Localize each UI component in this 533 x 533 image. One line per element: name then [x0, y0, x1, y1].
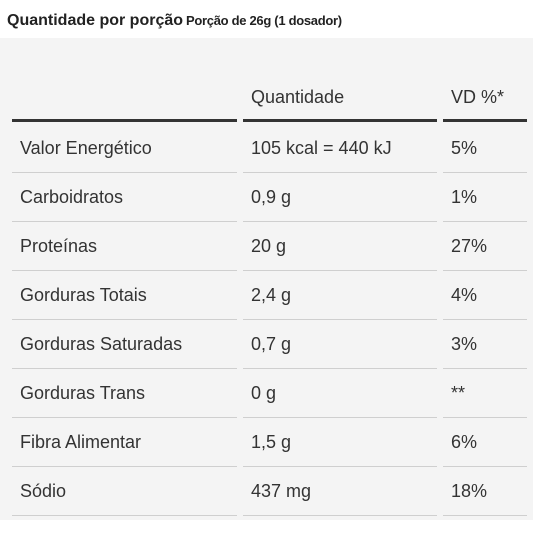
- header-rule: [12, 119, 237, 122]
- column-header: Quantidade: [251, 87, 345, 107]
- row-rule: [443, 417, 527, 418]
- row-rule: [443, 368, 527, 369]
- header-rule: [443, 119, 527, 122]
- row-rule: [243, 172, 437, 173]
- row-rule: [12, 368, 237, 369]
- nutrient: Gorduras Totais: [20, 285, 147, 305]
- amount: 20 g: [251, 236, 287, 256]
- row-rule: [12, 319, 237, 320]
- nutrient: Gorduras Saturadas: [20, 334, 183, 354]
- row-rule: [12, 466, 237, 467]
- row-rule: [12, 417, 237, 418]
- row-rule: [12, 515, 237, 516]
- title: Quantidade por porção: [7, 12, 184, 29]
- row-rule: [443, 515, 527, 516]
- nutrient: Valor Energético: [20, 138, 152, 158]
- amount: 1,5 g: [251, 432, 292, 452]
- amount: 0,9 g: [251, 187, 292, 207]
- row-rule: [443, 319, 527, 320]
- amount: 0 g: [251, 383, 277, 403]
- row-rule: [243, 466, 437, 467]
- daily-value: 4%: [451, 285, 478, 305]
- nutrient: Gorduras Trans: [20, 383, 146, 403]
- daily-value: 27%: [451, 236, 488, 256]
- nutrient: Carboidratos: [20, 187, 124, 207]
- row-rule: [243, 368, 437, 369]
- daily-value: 18%: [451, 481, 488, 501]
- row-rule: [243, 319, 437, 320]
- nutrient: Sódio: [20, 481, 67, 501]
- row-rule: [12, 221, 237, 222]
- row-rule: [443, 172, 527, 173]
- amount: 0,7 g: [251, 334, 292, 354]
- portion: Porção de 26g (1 dosador): [186, 13, 342, 28]
- daily-value: **: [451, 383, 466, 403]
- daily-value: 1%: [451, 187, 478, 207]
- nutrient: Fibra Alimentar: [20, 432, 142, 452]
- table: Quantidade VD %* Valor Energético 105 kcal …: [0, 38, 533, 520]
- header: Quantidade por porção Porção de 26g (1 do…: [7, 12, 342, 30]
- row-rule: [243, 270, 437, 271]
- row-rule: [243, 417, 437, 418]
- row-rule: [12, 172, 237, 173]
- row-rule: [243, 221, 437, 222]
- daily-value: 3%: [451, 334, 478, 354]
- amount: 2,4 g: [251, 285, 292, 305]
- header-rule: [243, 119, 437, 122]
- nutrient: Proteínas: [20, 236, 98, 256]
- row-rule: [443, 466, 527, 467]
- row-rule: [443, 221, 527, 222]
- amount: 437 mg: [251, 481, 312, 501]
- column-header: VD %*: [451, 87, 505, 107]
- daily-value: 5%: [451, 138, 478, 158]
- daily-value: 6%: [451, 432, 478, 452]
- row-rule: [12, 270, 237, 271]
- row-rule: [243, 515, 437, 516]
- amount: 105 kcal = 440 kJ: [251, 138, 392, 158]
- row-rule: [443, 270, 527, 271]
